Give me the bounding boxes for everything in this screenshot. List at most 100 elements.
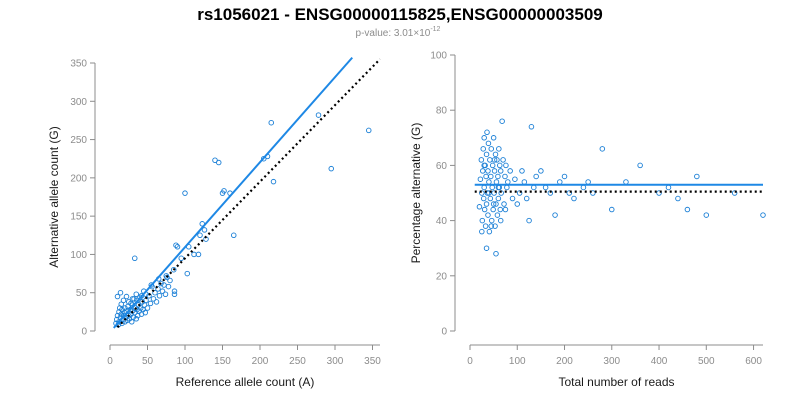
data-point: [531, 184, 537, 191]
x-tick-label: 300: [603, 356, 620, 367]
data-point: [507, 168, 513, 174]
data-point: [490, 201, 497, 207]
data-point: [599, 146, 606, 152]
data-point: [488, 146, 495, 152]
data-point: [492, 151, 499, 158]
data-point: [609, 206, 615, 213]
data-point: [138, 293, 145, 299]
data-point: [122, 305, 128, 311]
data-point: [512, 176, 518, 182]
y-tick-label: 300: [70, 97, 87, 108]
data-point: [131, 255, 138, 262]
data-point: [481, 206, 488, 213]
data-point: [162, 291, 169, 297]
fit-line: [113, 56, 353, 329]
data-point: [491, 157, 498, 163]
data-point: [497, 217, 504, 224]
data-point: [590, 190, 596, 196]
data-point: [479, 217, 486, 224]
data-point: [580, 184, 587, 191]
data-point: [221, 188, 227, 194]
data-point: [170, 266, 177, 273]
x-tick-label: 600: [745, 356, 762, 367]
x-tick-label: 500: [698, 356, 715, 367]
data-point: [495, 195, 502, 202]
data-point: [153, 299, 160, 305]
y-axis-label: Percentage alternative (G): [409, 123, 423, 264]
data-point: [152, 289, 158, 296]
data-point: [167, 277, 173, 284]
data-point: [230, 232, 237, 239]
y-tick-label: 200: [70, 173, 87, 184]
pvalue-base: 10: [419, 28, 431, 39]
data-point: [182, 190, 188, 196]
x-tick-label: 200: [252, 356, 269, 367]
data-point: [490, 206, 496, 213]
data-point: [499, 118, 505, 124]
x-tick-label: 300: [327, 356, 344, 367]
x-tick-label: 100: [509, 356, 526, 367]
data-point: [494, 157, 500, 163]
data-point: [490, 135, 497, 141]
data-point: [159, 288, 166, 294]
data-point: [483, 245, 490, 251]
pvalue-exponent: -12: [430, 26, 440, 33]
data-point: [480, 146, 486, 152]
data-point: [494, 212, 501, 218]
data-point: [142, 309, 148, 316]
data-point: [479, 190, 485, 196]
data-point: [485, 140, 492, 147]
reference-line: [116, 58, 381, 328]
data-point: [557, 179, 563, 185]
x-tick-label: 0: [107, 356, 113, 367]
data-point: [215, 159, 222, 166]
data-point: [731, 190, 738, 196]
data-point: [486, 228, 493, 235]
chart-title: rs1056021 - ENSG00000115825,ENSG00000003…: [197, 5, 603, 24]
y-tick-label: 250: [70, 135, 87, 146]
y-tick-label: 150: [70, 212, 87, 223]
data-point: [150, 296, 157, 302]
data-point: [268, 119, 275, 126]
data-point: [566, 190, 572, 196]
data-point: [173, 242, 179, 248]
data-point: [491, 168, 498, 174]
x-tick-label: 200: [556, 356, 573, 367]
data-point: [533, 173, 539, 180]
data-point: [483, 201, 490, 207]
y-tick-label: 40: [436, 216, 448, 227]
data-point: [120, 297, 127, 304]
x-tick-label: 400: [651, 356, 668, 367]
data-point: [483, 151, 490, 158]
data-point: [656, 190, 662, 196]
data-point: [119, 320, 125, 327]
data-point: [481, 162, 487, 169]
data-point: [315, 112, 322, 118]
data-point: [476, 204, 483, 210]
data-point: [178, 255, 184, 262]
data-point: [489, 184, 495, 191]
data-point: [487, 157, 493, 163]
pvalue-times: ×: [413, 28, 419, 39]
data-point: [516, 190, 523, 196]
data-point: [488, 223, 495, 229]
y-tick-label: 100: [430, 51, 447, 62]
x-tick-label: 100: [177, 356, 194, 367]
data-point: [514, 201, 521, 207]
data-point: [760, 212, 766, 218]
data-point: [497, 162, 503, 169]
data-point: [191, 251, 197, 258]
data-point: [184, 270, 190, 277]
x-tick-label: 50: [142, 356, 154, 367]
data-point: [488, 173, 494, 180]
data-point: [484, 129, 490, 136]
data-point: [538, 168, 544, 174]
data-point: [156, 293, 163, 299]
data-point: [144, 305, 151, 311]
data-point: [270, 178, 277, 185]
data-point: [637, 162, 643, 169]
data-point: [703, 212, 710, 218]
data-point: [486, 190, 492, 196]
x-axis-label: Total number of reads: [558, 375, 674, 389]
